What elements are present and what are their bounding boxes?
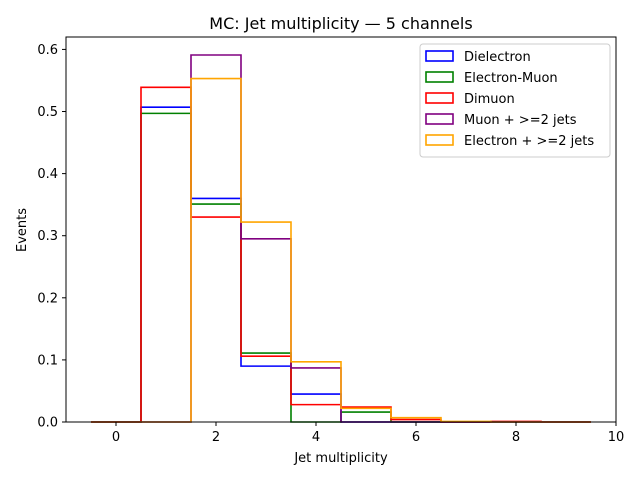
x-tick-label: 0 xyxy=(112,430,120,445)
y-axis-label: Events xyxy=(15,208,30,252)
legend-label: Electron-Muon xyxy=(464,71,558,86)
y-tick-label: 0.2 xyxy=(37,291,58,306)
y-tick-label: 0.1 xyxy=(37,353,58,368)
x-tick-label: 10 xyxy=(608,430,625,445)
legend-swatch xyxy=(425,134,454,146)
y-tick-label: 0.6 xyxy=(37,43,58,58)
x-tick-label: 6 xyxy=(412,430,420,445)
x-axis-ticks: 0 2 4 6 8 10 xyxy=(112,422,624,445)
y-axis-ticks: 0.0 0.1 0.2 0.3 0.4 0.5 0.6 xyxy=(37,43,66,431)
x-tick-label: 4 xyxy=(312,430,320,445)
y-tick-label: 0.3 xyxy=(37,229,58,244)
y-tick-label: 0.5 xyxy=(37,105,58,120)
chart-title: MC: Jet multiplicity — 5 channels xyxy=(209,14,472,33)
legend-box xyxy=(419,43,611,158)
legend-swatch xyxy=(425,71,454,83)
legend-label: Muon + >=2 jets xyxy=(464,113,577,128)
histogram-series-electron-2-jets xyxy=(91,77,591,423)
x-tick-label: 8 xyxy=(512,430,520,445)
x-axis-label: Jet multiplicity xyxy=(293,451,388,466)
legend: Dielectron Electron-Muon Dimuon Muon + >=2 … xyxy=(419,43,611,158)
y-tick-label: 0.4 xyxy=(37,167,58,182)
legend-swatch xyxy=(425,50,454,62)
legend-label: Dielectron xyxy=(464,50,531,65)
y-tick-label: 0.0 xyxy=(37,416,58,431)
legend-label: Electron + >=2 jets xyxy=(464,134,594,149)
legend-swatch xyxy=(425,113,454,125)
legend-label: Dimuon xyxy=(464,92,515,107)
x-tick-label: 2 xyxy=(212,430,220,445)
legend-swatch xyxy=(425,92,454,104)
axes-frame xyxy=(65,36,617,423)
